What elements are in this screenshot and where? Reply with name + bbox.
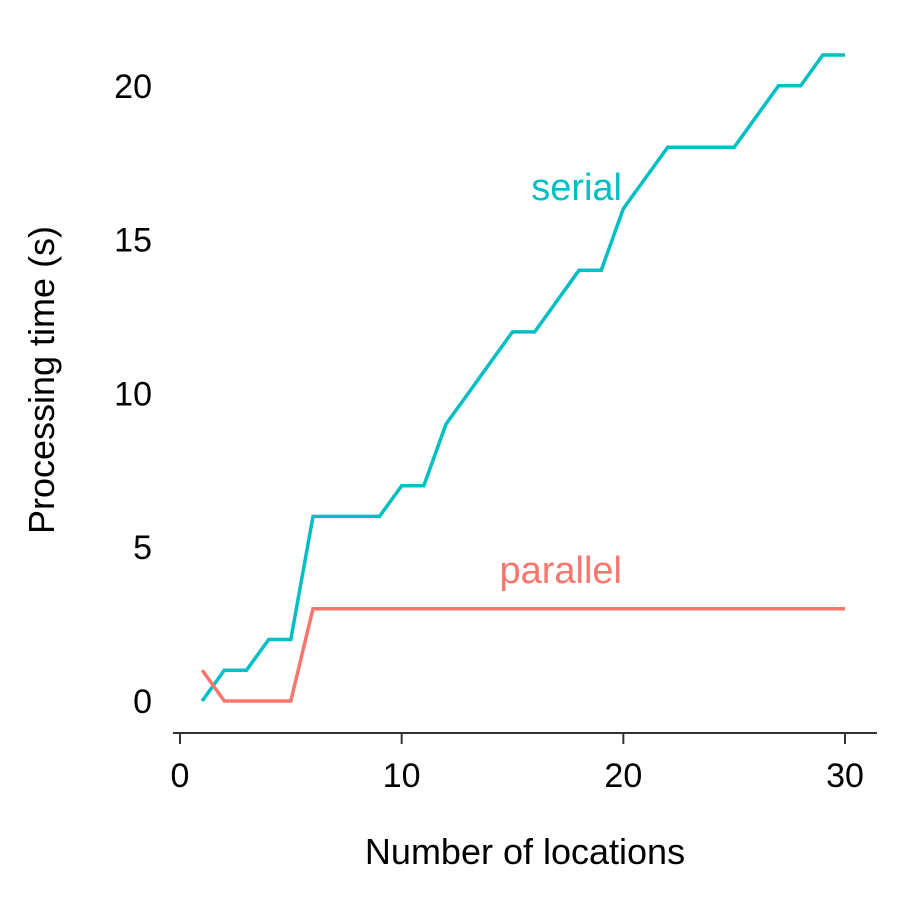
x-axis-title: Number of locations (365, 831, 685, 872)
y-axis: 0 5 10 15 20 (114, 68, 152, 721)
y-tick-label: 20 (114, 68, 152, 106)
series-line-parallel (200, 606, 845, 703)
x-axis: 0 10 20 30 (171, 732, 877, 795)
series-label-serial: serial (531, 167, 622, 209)
y-tick-label: 5 (133, 529, 152, 567)
x-tick-label: 10 (383, 757, 421, 795)
x-tick-label: 20 (604, 757, 642, 795)
x-tick-label: 30 (826, 757, 864, 795)
series-line-serial (200, 53, 845, 703)
y-tick-label: 0 (133, 683, 152, 721)
y-axis-title: Processing time (s) (21, 226, 62, 534)
series-label-parallel: parallel (499, 550, 622, 592)
x-tick-label: 0 (171, 757, 190, 795)
y-tick-label: 15 (114, 222, 152, 260)
y-tick-label: 10 (114, 375, 152, 413)
series-layer: serial parallel (200, 53, 845, 703)
